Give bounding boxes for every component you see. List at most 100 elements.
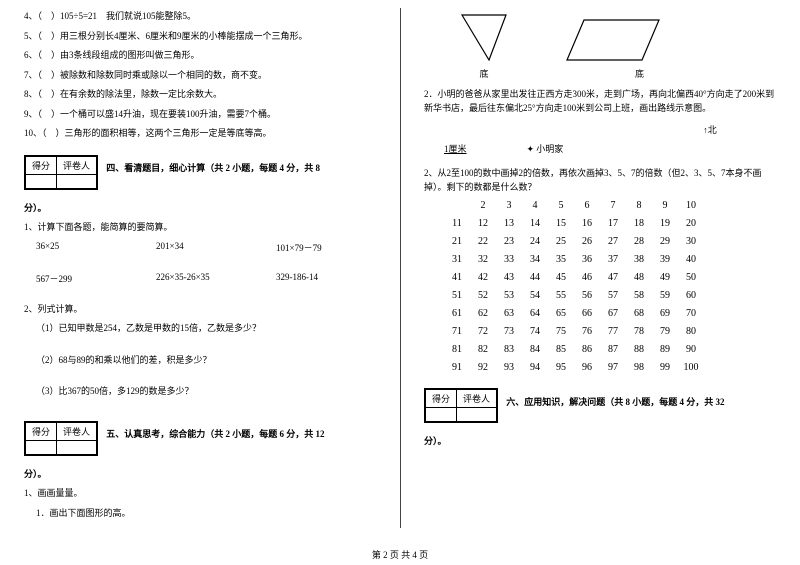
shape-label: 底 bbox=[564, 67, 664, 80]
grid-cell: 63 bbox=[496, 308, 522, 319]
list-item: （3）比367的50倍，多129的数是多少？ bbox=[24, 385, 376, 399]
grid-cell: 4 bbox=[522, 200, 548, 211]
grid-cell: 89 bbox=[652, 344, 678, 355]
grid-cell: 10 bbox=[678, 200, 704, 211]
grid-cell: 45 bbox=[548, 272, 574, 283]
reviewer-label: 评卷人 bbox=[57, 156, 97, 174]
grid-row: 11121314151617181920 bbox=[444, 218, 776, 229]
tf-item: 10、（ ）三角形的面积相等，这两个三角形一定是等底等高。 bbox=[24, 127, 376, 141]
grid-cell: 68 bbox=[626, 308, 652, 319]
q5-2: 2．小明的爸爸从家里出发往正西方走300米，走到广场，再向北偏西40°方向走了2… bbox=[424, 88, 776, 115]
grid-cell: 40 bbox=[678, 254, 704, 265]
reviewer-label: 评卷人 bbox=[457, 390, 497, 408]
grid-cell: 30 bbox=[678, 236, 704, 247]
q5-1: 1、画画量量。 bbox=[24, 487, 376, 501]
grid-cell: 57 bbox=[600, 290, 626, 301]
grid-cell: 78 bbox=[626, 326, 652, 337]
grid-cell: 100 bbox=[678, 362, 704, 373]
grid-cell: 70 bbox=[678, 308, 704, 319]
column-divider bbox=[400, 8, 401, 528]
grid-row: 81828384858687888990 bbox=[444, 344, 776, 355]
grid-cell: 26 bbox=[574, 236, 600, 247]
grid-cell: 52 bbox=[470, 290, 496, 301]
list-item: （2）68与89的和乘以他们的差，积是多少？ bbox=[24, 354, 376, 368]
grid-cell: 92 bbox=[470, 362, 496, 373]
grid-cell: 16 bbox=[574, 218, 600, 229]
tf-item: 4、（ ）105÷5=21 我们就说105能整除5。 bbox=[24, 10, 376, 24]
q2: 2、从2至100的数中画掉2的倍数，再依次画掉3、5、7的倍数（但2、3、5、7… bbox=[424, 167, 776, 194]
grid-cell: 2 bbox=[470, 200, 496, 211]
calc-cell: 567－299 bbox=[36, 272, 116, 285]
calc-cell: 36×25 bbox=[36, 241, 116, 254]
section-6-tail: 分）。 bbox=[424, 435, 776, 449]
grid-cell: 17 bbox=[600, 218, 626, 229]
grid-cell: 90 bbox=[678, 344, 704, 355]
grid-cell: 61 bbox=[444, 308, 470, 319]
q5-1a: 1．画出下面图形的高。 bbox=[24, 507, 376, 521]
section-5-header: 得分 评卷人 五、认真思考，综合能力（共 2 小题，每题 6 分，共 12 bbox=[24, 413, 376, 458]
grid-cell: 86 bbox=[574, 344, 600, 355]
grid-cell: 95 bbox=[548, 362, 574, 373]
home-label: ✦ 小明家 bbox=[527, 142, 564, 155]
grid-cell: 43 bbox=[496, 272, 522, 283]
grid-cell: 71 bbox=[444, 326, 470, 337]
grid-cell: 5 bbox=[548, 200, 574, 211]
grid-cell: 85 bbox=[548, 344, 574, 355]
grid-cell: 22 bbox=[470, 236, 496, 247]
grid-cell: 13 bbox=[496, 218, 522, 229]
grid-cell: 6 bbox=[574, 200, 600, 211]
calc-cell: 101×79－79 bbox=[276, 241, 356, 254]
grid-cell: 65 bbox=[548, 308, 574, 319]
section-4-title: 四、看清题目，细心计算（共 2 小题，每题 4 分，共 8 bbox=[106, 163, 320, 173]
calc-cell: 329-186-14 bbox=[276, 272, 356, 285]
grid-cell: 19 bbox=[652, 218, 678, 229]
section-5-tail: 分）。 bbox=[24, 468, 376, 482]
grid-cell: 88 bbox=[626, 344, 652, 355]
right-column: 底 底 2．小明的爸爸从家里出发往正西方走300米，走到广场，再向北偏西40°方… bbox=[400, 0, 800, 540]
grid-cell: 94 bbox=[522, 362, 548, 373]
grid-cell: 48 bbox=[626, 272, 652, 283]
grid-cell: 23 bbox=[496, 236, 522, 247]
grid-cell: 81 bbox=[444, 344, 470, 355]
triangle-shape: 底 bbox=[454, 10, 514, 80]
grid-cell: 8 bbox=[626, 200, 652, 211]
grid-cell: 54 bbox=[522, 290, 548, 301]
tf-item: 9、（ ）一个桶可以盛14升油，现在要装100升油，需要7个桶。 bbox=[24, 108, 376, 122]
grid-cell: 98 bbox=[626, 362, 652, 373]
calc-cell: 201×34 bbox=[156, 241, 236, 254]
grid-row: 61626364656667686970 bbox=[444, 308, 776, 319]
grid-cell: 44 bbox=[522, 272, 548, 283]
grid-cell: 49 bbox=[652, 272, 678, 283]
grid-cell: 84 bbox=[522, 344, 548, 355]
tf-item: 7、（ ）被除数和除数同时乘或除以一个相同的数，商不变。 bbox=[24, 69, 376, 83]
page-footer: 第 2 页 共 4 页 bbox=[0, 548, 800, 561]
section-6-header: 得分 评卷人 六、应用知识，解决问题（共 8 小题，每题 4 分，共 32 bbox=[424, 380, 776, 425]
grid-row: 919293949596979899100 bbox=[444, 362, 776, 373]
score-label: 得分 bbox=[26, 156, 57, 174]
grid-cell: 34 bbox=[522, 254, 548, 265]
grid-cell: 9 bbox=[652, 200, 678, 211]
grid-cell: 47 bbox=[600, 272, 626, 283]
reviewer-label: 评卷人 bbox=[57, 422, 97, 440]
grid-cell: 50 bbox=[678, 272, 704, 283]
left-column: 4、（ ）105÷5=21 我们就说105能整除5。 5、（ ）用三根分别长4厘… bbox=[0, 0, 400, 540]
section-5-title: 五、认真思考，综合能力（共 2 小题，每题 6 分，共 12 bbox=[106, 429, 324, 439]
grid-cell: 99 bbox=[652, 362, 678, 373]
tf-item: 8、（ ）在有余数的除法里，除数一定比余数大。 bbox=[24, 88, 376, 102]
grid-cell: 69 bbox=[652, 308, 678, 319]
grid-cell: 83 bbox=[496, 344, 522, 355]
grid-cell: 46 bbox=[574, 272, 600, 283]
grid-cell: 66 bbox=[574, 308, 600, 319]
grid-cell: 97 bbox=[600, 362, 626, 373]
calc-row: 567－299 226×35-26×35 329-186-14 bbox=[36, 272, 376, 285]
scale-label: 1厘米 bbox=[444, 142, 467, 155]
grid-row: 41424344454647484950 bbox=[444, 272, 776, 283]
calc-cell: 226×35-26×35 bbox=[156, 272, 236, 285]
grid-row: 21222324252627282930 bbox=[444, 236, 776, 247]
grid-cell: 7 bbox=[600, 200, 626, 211]
grid-cell: 80 bbox=[678, 326, 704, 337]
grid-row: 71727374757677787980 bbox=[444, 326, 776, 337]
grid-cell: 39 bbox=[652, 254, 678, 265]
grid-cell: 14 bbox=[522, 218, 548, 229]
grid-cell: 76 bbox=[574, 326, 600, 337]
